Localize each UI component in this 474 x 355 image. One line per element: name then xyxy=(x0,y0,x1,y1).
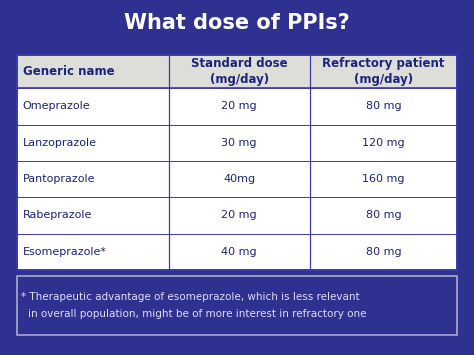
FancyBboxPatch shape xyxy=(17,197,457,234)
Text: 160 mg: 160 mg xyxy=(362,174,405,184)
Text: Lanzoprazole: Lanzoprazole xyxy=(23,138,97,148)
Text: Esomeprazole*: Esomeprazole* xyxy=(23,247,107,257)
Text: Standard dose
(mg/day): Standard dose (mg/day) xyxy=(191,57,288,86)
Text: Omeprazole: Omeprazole xyxy=(23,102,91,111)
Text: 120 mg: 120 mg xyxy=(362,138,405,148)
Text: 80 mg: 80 mg xyxy=(366,102,401,111)
Text: 40mg: 40mg xyxy=(223,174,255,184)
Text: in overall population, might be of more interest in refractory one: in overall population, might be of more … xyxy=(28,309,367,320)
Text: Rabeprazole: Rabeprazole xyxy=(23,211,92,220)
Text: 20 mg: 20 mg xyxy=(221,102,257,111)
Text: * Therapeutic advantage of esomeprazole, which is less relevant: * Therapeutic advantage of esomeprazole,… xyxy=(21,291,360,302)
Text: Refractory patient
(mg/day): Refractory patient (mg/day) xyxy=(322,57,445,86)
Text: 20 mg: 20 mg xyxy=(221,211,257,220)
Text: 80 mg: 80 mg xyxy=(366,211,401,220)
FancyBboxPatch shape xyxy=(17,234,457,270)
Text: 80 mg: 80 mg xyxy=(366,247,401,257)
FancyBboxPatch shape xyxy=(17,161,457,197)
FancyBboxPatch shape xyxy=(17,55,457,88)
Text: 30 mg: 30 mg xyxy=(221,138,257,148)
FancyBboxPatch shape xyxy=(17,276,457,335)
Text: What dose of PPIs?: What dose of PPIs? xyxy=(124,13,350,33)
Text: 40 mg: 40 mg xyxy=(221,247,257,257)
Text: Generic name: Generic name xyxy=(23,65,114,78)
FancyBboxPatch shape xyxy=(17,88,457,125)
FancyBboxPatch shape xyxy=(17,125,457,161)
Text: Pantoprazole: Pantoprazole xyxy=(23,174,95,184)
